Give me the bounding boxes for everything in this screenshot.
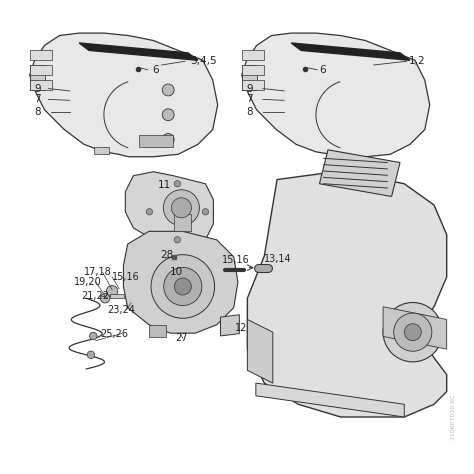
Polygon shape <box>94 147 109 155</box>
Text: 11: 11 <box>157 180 171 190</box>
Polygon shape <box>30 65 52 75</box>
Polygon shape <box>242 80 264 90</box>
Text: 8: 8 <box>35 107 41 117</box>
Polygon shape <box>242 65 264 75</box>
Circle shape <box>146 209 153 215</box>
Polygon shape <box>30 33 218 157</box>
Polygon shape <box>242 33 430 157</box>
Text: 8: 8 <box>246 107 253 117</box>
Circle shape <box>394 313 432 351</box>
Circle shape <box>174 237 181 243</box>
Circle shape <box>162 84 174 96</box>
Text: 7: 7 <box>35 94 41 104</box>
Circle shape <box>404 324 421 341</box>
Polygon shape <box>242 50 264 60</box>
Polygon shape <box>247 171 447 417</box>
Circle shape <box>151 255 215 318</box>
Polygon shape <box>174 214 191 231</box>
Text: 6: 6 <box>319 65 326 75</box>
Text: 6: 6 <box>152 65 159 75</box>
Polygon shape <box>242 65 256 90</box>
Circle shape <box>164 190 200 226</box>
Polygon shape <box>30 50 52 60</box>
Circle shape <box>174 181 181 187</box>
Text: 28: 28 <box>161 250 174 260</box>
Text: 9: 9 <box>35 83 41 93</box>
Circle shape <box>164 267 202 306</box>
Polygon shape <box>123 231 238 333</box>
Circle shape <box>100 293 110 303</box>
Circle shape <box>172 198 191 218</box>
Text: 13,14: 13,14 <box>264 254 292 264</box>
Text: 17,18: 17,18 <box>84 267 111 277</box>
Circle shape <box>90 332 97 340</box>
Polygon shape <box>319 150 400 197</box>
Polygon shape <box>30 80 52 90</box>
Polygon shape <box>125 172 213 248</box>
Text: 23,24: 23,24 <box>108 305 135 315</box>
Text: 2106ET020 8C: 2106ET020 8C <box>451 394 456 439</box>
Polygon shape <box>149 325 166 337</box>
Circle shape <box>162 134 174 146</box>
Polygon shape <box>383 307 447 349</box>
Circle shape <box>174 278 191 295</box>
Polygon shape <box>30 65 45 90</box>
Polygon shape <box>247 319 273 383</box>
Circle shape <box>107 285 118 297</box>
Text: 19,20: 19,20 <box>74 277 102 287</box>
Text: 7: 7 <box>246 94 253 104</box>
Text: 12: 12 <box>235 323 247 333</box>
Circle shape <box>162 109 174 121</box>
Text: 15,16: 15,16 <box>112 272 140 282</box>
Text: 10: 10 <box>170 267 183 277</box>
Polygon shape <box>138 135 173 147</box>
Text: 25,26: 25,26 <box>100 328 128 338</box>
Text: 1,2: 1,2 <box>409 56 426 66</box>
Polygon shape <box>110 293 124 298</box>
Polygon shape <box>291 43 410 60</box>
Circle shape <box>383 302 442 362</box>
Text: 15,16: 15,16 <box>222 255 250 265</box>
Circle shape <box>202 209 209 215</box>
Text: 3,4,5: 3,4,5 <box>190 56 217 66</box>
Text: 21,22: 21,22 <box>82 291 109 301</box>
Circle shape <box>87 351 95 358</box>
Text: 27: 27 <box>176 333 188 343</box>
Text: 9: 9 <box>246 83 253 93</box>
Polygon shape <box>79 43 198 60</box>
Polygon shape <box>220 315 239 336</box>
Polygon shape <box>256 383 404 417</box>
